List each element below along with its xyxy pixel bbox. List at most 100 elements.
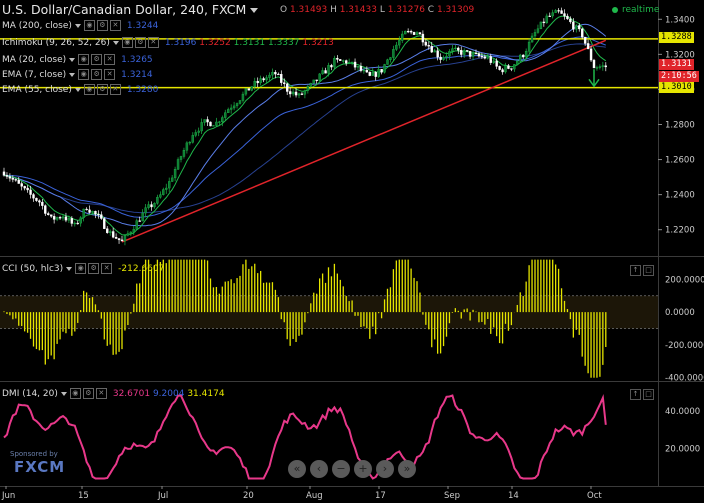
candle-body — [551, 12, 554, 17]
chart-title[interactable]: U.S. Dollar/Canadian Dollar, 240, FXCM — [2, 2, 259, 17]
time-tick-label: 20 — [243, 491, 254, 501]
candle-body — [256, 80, 259, 84]
candle-body — [44, 205, 47, 214]
candle-body — [126, 233, 130, 236]
dmi-panel[interactable] — [3, 394, 607, 480]
close-icon[interactable]: ✕ — [109, 84, 121, 95]
fxcm-logo[interactable]: FXCM — [14, 458, 66, 476]
time-tick-label: 14 — [508, 491, 519, 501]
eye-icon[interactable]: ◉ — [83, 84, 95, 95]
candle-body — [8, 176, 12, 179]
maximize-icon[interactable]: □ — [643, 265, 654, 276]
candle-body — [97, 213, 100, 216]
scroll-to-start-button[interactable]: « — [288, 460, 306, 478]
price-label-1-3010: 1.3010 — [659, 82, 694, 93]
eye-icon[interactable]: ◉ — [69, 388, 81, 399]
scroll-left-button[interactable]: ‹ — [310, 460, 328, 478]
eye-icon[interactable]: ◉ — [78, 54, 90, 65]
settings-icon[interactable]: ⚙ — [96, 20, 108, 31]
candle-body — [356, 66, 360, 68]
chevron-down-icon[interactable] — [74, 23, 81, 28]
candle-body — [150, 204, 153, 208]
settings-icon[interactable]: ⚙ — [91, 54, 103, 65]
indicator-ema55[interactable]: EMA (55, close) ◉ ⚙ ✕ 1.3280 — [2, 84, 158, 96]
candle-body — [280, 74, 283, 83]
scroll-right-button[interactable]: › — [376, 460, 394, 478]
zoom-out-button[interactable]: − — [332, 460, 350, 478]
candle-body — [94, 211, 97, 215]
chevron-down-icon[interactable] — [69, 72, 76, 77]
candle-body — [339, 59, 342, 61]
candle-body — [489, 56, 492, 63]
candle-body — [533, 32, 537, 37]
candle-body — [595, 67, 599, 69]
candle-body — [315, 79, 318, 81]
candle-body — [176, 159, 180, 170]
zoom-in-button[interactable]: + — [354, 460, 372, 478]
chevron-down-icon[interactable] — [74, 87, 81, 92]
close-icon[interactable]: ✕ — [147, 37, 159, 48]
settings-icon[interactable]: ⚙ — [91, 69, 103, 80]
candle-body — [474, 52, 478, 55]
candle-body — [67, 218, 71, 221]
indicator-ema7[interactable]: EMA (7, close) ◉ ⚙ ✕ 1.3214 — [2, 69, 153, 81]
candle-countdown: 2:10:56 — [659, 71, 699, 82]
time-tick-label: Oct — [587, 491, 602, 501]
close-icon[interactable]: ✕ — [104, 54, 116, 65]
axes: 1.34001.32001.30001.28001.26001.24001.22… — [1, 15, 704, 501]
close-icon[interactable]: ✕ — [101, 263, 113, 274]
chevron-down-icon[interactable] — [112, 40, 119, 45]
dmi-legend[interactable]: DMI (14, 20) ◉ ⚙ ✕ 32.6701 9.2004 31.4174 — [2, 388, 225, 400]
chevron-down-icon[interactable] — [66, 266, 73, 271]
indicator-ma20[interactable]: MA (20, close) ◉ ⚙ ✕ 1.3265 — [2, 54, 153, 66]
settings-icon[interactable]: ⚙ — [96, 84, 108, 95]
chart-title-text: U.S. Dollar/Canadian Dollar, 240, FXCM — [2, 2, 247, 17]
candle-body — [135, 220, 138, 230]
settings-icon[interactable]: ⚙ — [82, 388, 94, 399]
close-icon[interactable]: ✕ — [109, 20, 121, 31]
candle-body — [35, 197, 38, 201]
candle-body — [162, 189, 165, 195]
candle-body — [395, 44, 398, 50]
candle-body — [563, 13, 566, 17]
close-icon[interactable]: ✕ — [104, 69, 116, 80]
candle-body — [250, 86, 254, 91]
chevron-down-icon[interactable] — [60, 391, 67, 396]
chevron-down-icon[interactable] — [69, 57, 76, 62]
move-up-icon[interactable]: ↑ — [630, 389, 641, 400]
candle-body — [439, 56, 442, 60]
candle-body — [188, 142, 192, 144]
maximize-icon[interactable]: □ — [643, 389, 654, 400]
candle-body — [111, 231, 115, 238]
eye-icon[interactable]: ◉ — [78, 69, 90, 80]
candle-body — [306, 86, 310, 91]
ohlc-readout: O 1.31493 H 1.31433 L 1.31276 C 1.31309 — [280, 5, 474, 15]
move-up-icon[interactable]: ↑ — [630, 265, 641, 276]
candle-body — [427, 45, 430, 47]
candle-body — [141, 212, 144, 222]
candle-body — [495, 60, 498, 67]
indicator-value: 1.3337 — [267, 38, 300, 48]
candle-body — [392, 49, 395, 58]
settings-icon[interactable]: ⚙ — [88, 263, 100, 274]
cci-panel[interactable] — [0, 259, 658, 378]
candle-body — [2, 171, 6, 176]
chevron-down-icon[interactable] — [250, 8, 259, 13]
dmi-line — [3, 394, 607, 480]
candle-body — [421, 33, 425, 43]
eye-icon[interactable]: ◉ — [83, 20, 95, 31]
eye-icon[interactable]: ◉ — [75, 263, 87, 274]
scroll-to-end-button[interactable]: » — [398, 460, 416, 478]
candle-body — [209, 121, 212, 127]
price-panel[interactable] — [0, 7, 658, 246]
cci-legend[interactable]: CCI (50, hlc3) ◉ ⚙ ✕ -212.6607 — [2, 263, 164, 275]
eye-icon[interactable]: ◉ — [121, 37, 133, 48]
candle-body — [203, 119, 206, 123]
candle-body — [498, 66, 501, 70]
candle-body — [406, 30, 410, 33]
indicator-ma200[interactable]: MA (200, close) ◉ ⚙ ✕ 1.3244 — [2, 20, 158, 32]
close-icon[interactable]: ✕ — [95, 388, 107, 399]
settings-icon[interactable]: ⚙ — [134, 37, 146, 48]
indicator-ichimoku[interactable]: Ichimoku (9, 26, 52, 26) ◉ ⚙ ✕ 1.3196 1.3252… — [2, 37, 334, 49]
